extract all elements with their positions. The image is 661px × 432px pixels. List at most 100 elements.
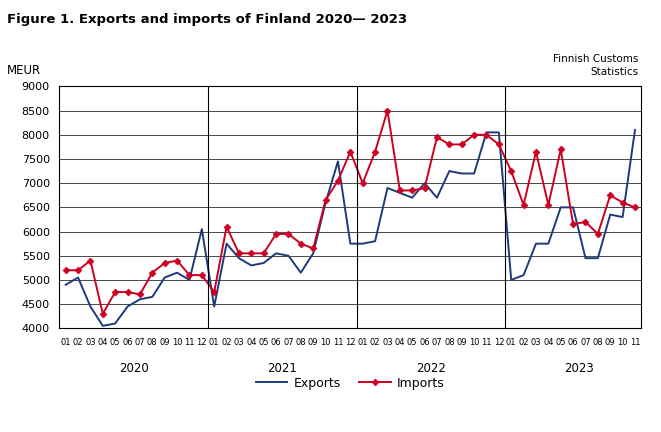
Imports	[124, 289, 132, 295]
Text: 2021: 2021	[267, 362, 297, 375]
Exports	[458, 171, 466, 176]
Imports	[532, 149, 540, 154]
Imports	[359, 181, 367, 186]
Exports	[284, 253, 292, 258]
Imports	[136, 292, 144, 297]
Exports	[61, 282, 69, 287]
Exports	[235, 256, 243, 261]
Exports	[396, 190, 404, 195]
Exports	[582, 256, 590, 261]
Exports	[297, 270, 305, 275]
Exports	[433, 195, 441, 200]
Exports	[520, 273, 527, 278]
Text: MEUR: MEUR	[7, 64, 41, 77]
Imports	[297, 241, 305, 246]
Exports	[334, 159, 342, 164]
Exports	[198, 226, 206, 232]
Imports	[161, 260, 169, 266]
Exports	[569, 205, 577, 210]
Line: Imports: Imports	[63, 108, 637, 316]
Imports	[433, 135, 441, 140]
Imports	[235, 251, 243, 256]
Imports	[470, 132, 478, 137]
Imports	[582, 219, 590, 225]
Exports	[309, 251, 317, 256]
Imports	[322, 197, 330, 203]
Imports	[223, 224, 231, 229]
Exports	[272, 251, 280, 256]
Exports	[260, 260, 268, 266]
Exports	[136, 297, 144, 302]
Exports	[161, 275, 169, 280]
Imports	[272, 232, 280, 237]
Imports	[371, 149, 379, 154]
Exports	[383, 185, 391, 191]
Exports	[557, 205, 564, 210]
Imports	[247, 251, 255, 256]
Exports	[210, 304, 218, 309]
Exports	[99, 323, 107, 328]
Imports	[99, 311, 107, 316]
Imports	[569, 222, 577, 227]
Imports	[346, 149, 354, 154]
Imports	[210, 289, 218, 295]
Imports	[383, 108, 391, 113]
Imports	[408, 188, 416, 193]
Exports	[507, 277, 515, 283]
Exports	[111, 321, 119, 326]
Imports	[87, 258, 95, 263]
Imports	[619, 200, 627, 205]
Exports	[408, 195, 416, 200]
Exports	[173, 270, 181, 275]
Exports	[371, 238, 379, 244]
Exports	[124, 304, 132, 309]
Exports	[223, 241, 231, 246]
Exports	[148, 294, 156, 299]
Text: Figure 1. Exports and imports of Finland 2020— 2023: Figure 1. Exports and imports of Finland…	[7, 13, 407, 26]
Imports	[111, 289, 119, 295]
Exports	[247, 263, 255, 268]
Imports	[495, 142, 503, 147]
Exports	[359, 241, 367, 246]
Imports	[334, 178, 342, 183]
Imports	[483, 132, 490, 137]
Imports	[148, 270, 156, 275]
Exports	[74, 275, 82, 280]
Imports	[594, 232, 602, 237]
Exports	[631, 127, 639, 133]
Exports	[619, 214, 627, 219]
Legend: Exports, Imports: Exports, Imports	[251, 372, 449, 395]
Exports	[446, 168, 453, 174]
Imports	[396, 188, 404, 193]
Imports	[186, 273, 194, 278]
Imports	[309, 246, 317, 251]
Line: Exports: Exports	[65, 130, 635, 326]
Imports	[284, 232, 292, 237]
Imports	[507, 168, 515, 174]
Exports	[470, 171, 478, 176]
Text: 2023: 2023	[564, 362, 594, 375]
Imports	[61, 268, 69, 273]
Exports	[594, 256, 602, 261]
Imports	[606, 193, 614, 198]
Imports	[545, 202, 553, 207]
Exports	[420, 181, 428, 186]
Exports	[322, 200, 330, 205]
Exports	[483, 130, 490, 135]
Text: 2020: 2020	[119, 362, 149, 375]
Imports	[420, 185, 428, 191]
Exports	[186, 277, 194, 283]
Exports	[532, 241, 540, 246]
Imports	[74, 268, 82, 273]
Exports	[495, 130, 503, 135]
Exports	[545, 241, 553, 246]
Exports	[606, 212, 614, 217]
Imports	[458, 142, 466, 147]
Exports	[346, 241, 354, 246]
Exports	[87, 304, 95, 309]
Imports	[173, 258, 181, 263]
Imports	[557, 147, 564, 152]
Imports	[260, 251, 268, 256]
Imports	[520, 202, 527, 207]
Imports	[198, 273, 206, 278]
